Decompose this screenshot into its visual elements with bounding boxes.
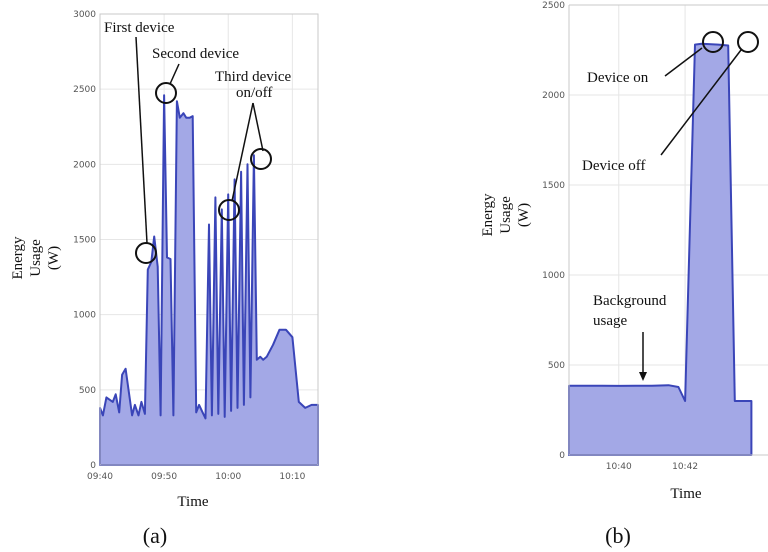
energy-usage-series <box>99 94 319 466</box>
panel-b-ylabel-line2: Usage <box>498 196 514 234</box>
x-tick-label: 10:40 <box>606 462 632 472</box>
annotation-first-device-pointer <box>135 36 148 244</box>
annotation-second-device: Second device <box>152 46 239 62</box>
y-tick-label: 1000 <box>73 311 96 321</box>
panel-a-plot <box>99 94 319 466</box>
panel-b-panel-label: (b) <box>605 523 631 548</box>
panel-a-y-ticks: 0 500 1000 1500 2000 2500 3000 <box>73 10 96 471</box>
annotation-third-device-off-circle <box>250 148 272 170</box>
panel-a-ylabel-line3: (W) <box>46 246 62 270</box>
x-tick-label: 09:50 <box>151 472 177 482</box>
x-tick-label: 10:42 <box>672 462 698 472</box>
annotation-device-on: Device on <box>587 70 649 86</box>
annotation-second-device-pointer <box>169 63 180 85</box>
x-tick-label: 09:40 <box>87 472 113 482</box>
y-tick-label: 2000 <box>73 160 96 170</box>
y-tick-label: 0 <box>559 451 565 461</box>
annotation-background: Background <box>593 293 667 309</box>
annotation-second-device-circle <box>155 82 177 104</box>
annotation-background-arrowhead <box>639 372 647 381</box>
panel-a-xlabel: Time <box>177 494 208 510</box>
panel-a: 0 500 1000 1500 2000 2500 3000 09:40 09:50 10:00… <box>10 10 319 548</box>
annotation-device-off: Device off <box>582 158 645 174</box>
annotation-device-off-circle <box>737 31 759 53</box>
x-tick-label: 10:00 <box>215 472 241 482</box>
panel-b-ylabel-line3: (W) <box>516 203 532 227</box>
annotation-device-on-circle <box>702 31 724 53</box>
annotation-third-device-on-circle <box>218 199 240 221</box>
panel-b-y-ticks: 0 500 1000 1500 2000 2500 <box>542 1 565 461</box>
panel-a-ylabel-line1: Energy <box>10 236 26 280</box>
panel-b-xlabel: Time <box>670 486 701 502</box>
energy-usage-series <box>568 42 753 456</box>
y-tick-label: 2000 <box>542 91 565 101</box>
y-tick-label: 2500 <box>542 1 565 11</box>
annotation-third-device-pointer-on <box>231 102 254 202</box>
annotation-third-device-line2: on/off <box>236 85 272 101</box>
panel-b: 0 500 1000 1500 2000 2500 10:40 10:42 Energy U… <box>480 1 768 548</box>
y-tick-label: 3000 <box>73 10 96 20</box>
annotation-third-device-pointer-off <box>252 102 264 152</box>
panel-b-x-ticks: 10:40 10:42 <box>606 462 698 472</box>
panel-b-plot <box>568 42 753 456</box>
y-tick-label: 2500 <box>73 85 96 95</box>
y-tick-label: 1000 <box>542 271 565 281</box>
annotation-third-device: Third device <box>215 69 292 85</box>
annotation-background-line2: usage <box>593 313 627 329</box>
y-tick-label: 500 <box>79 386 96 396</box>
panel-a-frame <box>99 13 319 466</box>
annotation-device-on-pointer <box>664 47 703 77</box>
y-tick-label: 500 <box>548 361 565 371</box>
annotation-first-device-circle <box>135 242 157 264</box>
y-tick-label: 1500 <box>542 181 565 191</box>
panel-a-panel-label: (a) <box>143 523 167 548</box>
panel-a-x-ticks: 09:40 09:50 10:00 10:10 <box>87 472 306 482</box>
annotation-first-device: First device <box>104 20 175 36</box>
y-tick-label: 1500 <box>73 236 96 246</box>
panel-b-ylabel-line1: Energy <box>480 193 496 237</box>
x-tick-label: 10:10 <box>279 472 305 482</box>
annotation-device-off-pointer <box>660 49 742 156</box>
y-tick-label: 0 <box>90 461 96 471</box>
panel-a-ylabel-line2: Usage <box>28 239 44 277</box>
